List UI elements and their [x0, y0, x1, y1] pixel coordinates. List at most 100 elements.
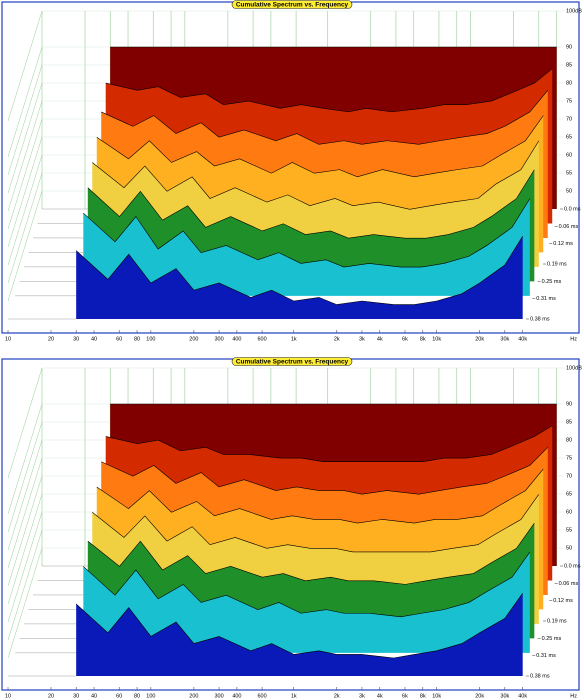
slice-line	[92, 140, 540, 210]
slice-fill	[76, 236, 523, 319]
slice-line	[83, 198, 531, 268]
x-tick-label: 8k	[420, 693, 426, 699]
z-tick-label: 0.19 ms	[547, 618, 567, 624]
x-axis-label: Hz	[570, 336, 577, 342]
slice-line	[75, 236, 523, 305]
x-tick-label: 2k	[334, 693, 340, 699]
x-tick-label: 40k	[518, 336, 527, 342]
x-tick-label: 40k	[518, 693, 527, 699]
x-tick-label: 30k	[500, 336, 509, 342]
y-tick-label: 75	[566, 455, 572, 461]
x-tick-label: 2k	[334, 336, 340, 342]
chart-panel: 10 20 30 40 60 80 100 200 300 400 600 1k 2k 3k 4k 6k 8k 1…	[1, 0, 582, 342]
y-tick-label: 75	[566, 98, 572, 104]
y-tick-label: 70	[566, 473, 572, 479]
z-tick-label: 0.19 ms	[547, 261, 567, 267]
x-tick-label: 20	[48, 336, 54, 342]
side-grid-line	[7, 10, 43, 122]
x-tick-label: 60	[116, 336, 122, 342]
slice-line	[87, 169, 535, 239]
slice-line	[83, 551, 531, 618]
side-grid-line	[7, 190, 43, 302]
x-tick-label: 30k	[500, 693, 509, 699]
x-tick-label: 10k	[432, 693, 441, 699]
side-grid-line	[7, 64, 43, 176]
z-tick-label: 0.31 ms	[536, 653, 556, 659]
x-tick-label: 200	[189, 693, 198, 699]
y-tick-label: 65	[566, 491, 572, 497]
slice-line	[75, 593, 523, 659]
z-tick-label: 0.0 ms	[564, 206, 581, 212]
chart-panel: 10 20 30 40 60 80 100 200 300 400 600 1k 2k 3k 4k 6k 8k 1…	[1, 357, 582, 699]
y-tick-label: 55	[566, 170, 572, 176]
title-pill	[231, 0, 353, 9]
side-grid-line	[7, 547, 43, 659]
side-grid-line	[7, 367, 43, 479]
x-tick-label: 10	[5, 693, 11, 699]
x-tick-label: 6k	[402, 693, 408, 699]
x-tick-label: 20	[48, 693, 54, 699]
x-tick-label: 4k	[377, 693, 383, 699]
x-tick-label: 3k	[359, 336, 365, 342]
x-tick-label: 20k	[475, 336, 484, 342]
x-tick-label: 10	[5, 336, 11, 342]
x-tick-label: 30	[73, 693, 79, 699]
y-tick-label: 80	[566, 437, 572, 443]
z-tick-label: 0.0 ms	[564, 563, 581, 569]
z-tick-label: 0.12 ms	[553, 241, 573, 247]
slice-line	[92, 494, 540, 553]
z-tick-label: 0.38 ms	[530, 673, 550, 679]
y-tick-label: 50	[566, 545, 572, 551]
y-tick-label: 90	[566, 44, 572, 50]
chart-title: Cumulative Spectrum vs. Frequency	[236, 358, 349, 365]
slice-fill	[83, 198, 530, 296]
x-tick-label: 600	[257, 336, 266, 342]
side-grid-line	[7, 421, 43, 533]
title-pill	[231, 357, 353, 366]
slice-line	[96, 115, 544, 178]
side-grid-line	[7, 457, 43, 569]
x-axis-label: Hz	[570, 693, 577, 699]
z-tick-label: 0.12 ms	[553, 598, 573, 604]
slice-line	[87, 522, 535, 585]
slice-fill	[83, 552, 530, 653]
x-tick-label: 1k	[291, 336, 297, 342]
slice-line	[101, 90, 548, 145]
y-tick-label: 80	[566, 80, 572, 86]
side-grid-line	[7, 100, 43, 212]
y-tick-label: 60	[566, 152, 572, 158]
z-tick-label: 0.31 ms	[536, 296, 556, 302]
x-tick-label: 3k	[359, 693, 365, 699]
side-grid-line	[7, 511, 43, 623]
slice-line	[105, 68, 553, 113]
side-grid-line	[7, 118, 43, 230]
x-tick-label: 100	[146, 336, 155, 342]
x-tick-label: 300	[214, 693, 223, 699]
y-tick-label: 100dB	[566, 365, 582, 371]
side-grid-line	[7, 46, 43, 158]
x-tick-label: 20k	[475, 693, 484, 699]
side-grid-line	[7, 154, 43, 266]
y-tick-label: 90	[566, 401, 572, 407]
x-tick-label: 4k	[377, 336, 383, 342]
x-tick-label: 200	[189, 336, 198, 342]
z-tick-label: 0.25 ms	[542, 279, 562, 285]
x-tick-label: 8k	[420, 336, 426, 342]
x-tick-label: 80	[134, 336, 140, 342]
x-tick-label: 400	[232, 693, 241, 699]
side-grid-line	[7, 529, 43, 641]
x-tick-label: 600	[257, 693, 266, 699]
x-tick-label: 40	[91, 693, 97, 699]
slice-line	[96, 468, 544, 524]
y-tick-label: 100dB	[566, 8, 582, 14]
x-tick-label: 6k	[402, 336, 408, 342]
x-tick-label: 10k	[432, 336, 441, 342]
z-tick-label: 0.25 ms	[542, 636, 562, 642]
side-grid-line	[7, 403, 43, 515]
x-tick-label: 300	[214, 336, 223, 342]
y-tick-label: 65	[566, 134, 572, 140]
x-tick-label: 1k	[291, 693, 297, 699]
x-tick-label: 30	[73, 336, 79, 342]
